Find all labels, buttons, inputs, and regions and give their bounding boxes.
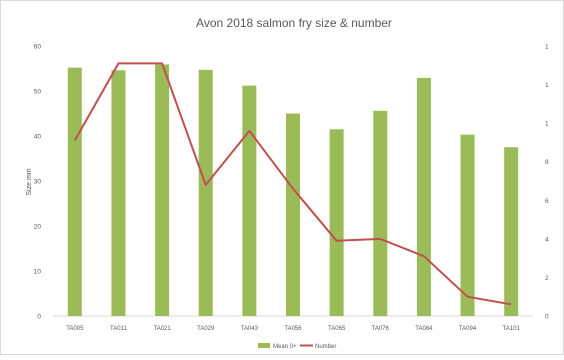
bar [460, 134, 475, 316]
x-tick-label: TA021 [153, 326, 171, 332]
y-tick-label: 0 [37, 314, 41, 321]
y2-tick-label: 2 [545, 275, 549, 282]
bar [67, 67, 82, 316]
bar [504, 147, 519, 316]
x-tick-label: TA084 [415, 326, 433, 332]
legend-label-mean: Mean 0+ [273, 344, 297, 350]
bar [198, 69, 213, 316]
chart-title: Avon 2018 salmon fry size & number [196, 16, 392, 30]
y2-tick-label: 1 [545, 82, 549, 89]
y2-tick-label: 8 [545, 159, 549, 166]
bar [286, 113, 300, 316]
y-axis-label: Size mm [26, 168, 33, 195]
x-tick-label: TA094 [459, 326, 477, 332]
bar [416, 77, 431, 316]
bar [155, 64, 170, 316]
bar [329, 129, 344, 316]
legend-label-number: Number [315, 344, 336, 350]
bar [373, 110, 388, 316]
y-tick-label: 60 [34, 44, 42, 51]
x-tick-label: TA076 [372, 326, 390, 332]
x-tick-label: TA011 [110, 326, 127, 332]
bar [111, 70, 126, 316]
x-tick-label: TA056 [284, 326, 302, 332]
y2-tick-label: 1 [545, 121, 549, 128]
x-tick-label: TA101 [503, 326, 521, 332]
legend-swatch-mean [258, 343, 270, 348]
series-line-number [73, 62, 512, 306]
x-tick-label: TA029 [197, 326, 215, 332]
y-tick-label: 10 [34, 269, 42, 276]
y-tick-label: 40 [34, 134, 42, 141]
x-tick-label: TA005 [66, 326, 84, 332]
y-tick-label: 50 [34, 89, 42, 96]
x-tick-label: TA043 [241, 326, 259, 332]
y-tick-label: 20 [34, 224, 42, 231]
y-tick-label: 30 [34, 179, 42, 186]
y2-tick-label: 1 [545, 44, 549, 51]
plot-area: 0 10 20 30 40 50 60 0 2 4 6 8 1 1 1 TA005 TA011 TA021 TA02… [34, 44, 549, 351]
y2-tick-label: 6 [545, 198, 549, 205]
bar [242, 85, 257, 316]
y2-tick-label: 4 [545, 236, 549, 243]
x-tick-label: TA065 [328, 326, 346, 332]
y2-tick-label: 0 [545, 314, 549, 321]
